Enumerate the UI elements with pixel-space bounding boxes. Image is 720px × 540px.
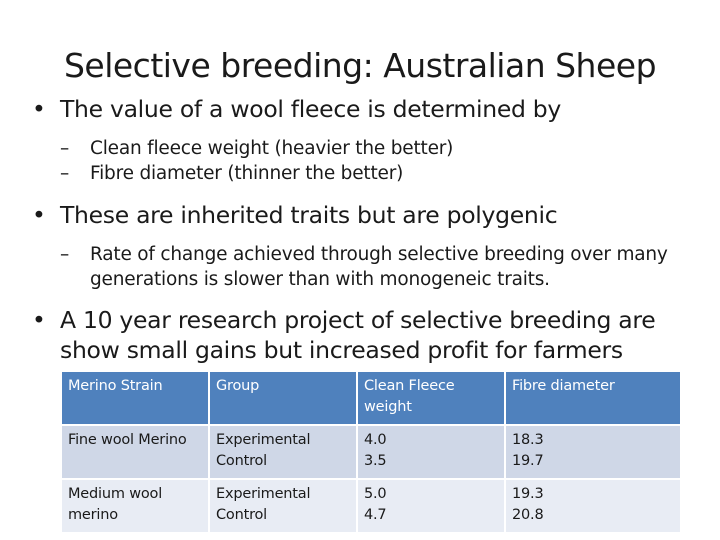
sub-bullet-text: Clean fleece weight (heavier the better) (90, 138, 454, 159)
weight-value: 4.0 (364, 432, 387, 448)
bullet-dot-icon: • (32, 306, 46, 334)
sub-bullet-text: Rate of change achieved through selectiv… (90, 244, 668, 290)
slide-title: Selective breeding: Australian Sheep (63, 46, 657, 85)
bullet-text: The value of a wool fleece is determined… (60, 95, 561, 123)
bullet-dot-icon: • (32, 95, 46, 123)
bullet-item: • The value of a wool fleece is determin… (32, 94, 712, 124)
bullet-item: • These are inherited traits but are pol… (32, 200, 712, 230)
header-merino-strain: Merino Strain (62, 372, 208, 424)
bullet-text: A 10 year research project of selective … (60, 306, 656, 364)
sub-bullet-item: – Fibre diameter (thinner the better) (32, 161, 712, 186)
diameter-value: 20.8 (512, 507, 544, 523)
group-value: Control (216, 507, 268, 523)
cell-strain: Medium wool merino (62, 480, 208, 532)
dash-icon: – (60, 244, 70, 265)
diameter-value: 18.3 (512, 432, 544, 448)
diameter-value: 19.7 (512, 453, 544, 469)
cell-fibre-diameter: 18.3 19.7 (506, 426, 680, 478)
sub-bullet-item: – Clean fleece weight (heavier the bette… (32, 136, 712, 161)
group-value: Experimental (216, 432, 311, 448)
bullet-dot-icon: • (32, 201, 46, 229)
bullet-text: These are inherited traits but are polyg… (60, 201, 558, 229)
header-fibre-diameter: Fibre diameter (506, 372, 680, 424)
table-row: Medium wool merino Experimental Control … (62, 480, 680, 532)
weight-value: 4.7 (364, 507, 387, 523)
group-value: Experimental (216, 486, 311, 502)
breeding-results-table: Merino Strain Group Clean Fleece weight … (60, 370, 682, 534)
sub-bullet-text: Fibre diameter (thinner the better) (90, 163, 404, 184)
cell-clean-fleece-weight: 4.0 3.5 (358, 426, 504, 478)
sub-bullet-item: – Rate of change achieved through select… (32, 242, 712, 292)
weight-value: 5.0 (364, 486, 387, 502)
table-row: Fine wool Merino Experimental Control 4.… (62, 426, 680, 478)
cell-strain: Fine wool Merino (62, 426, 208, 478)
bullet-list: • The value of a wool fleece is determin… (32, 92, 712, 365)
group-value: Control (216, 453, 268, 469)
bullet-item: • A 10 year research project of selectiv… (32, 305, 712, 365)
weight-value: 3.5 (364, 453, 387, 469)
cell-group: Experimental Control (210, 426, 356, 478)
header-clean-fleece-weight: Clean Fleece weight (358, 372, 504, 424)
cell-clean-fleece-weight: 5.0 4.7 (358, 480, 504, 532)
header-group: Group (210, 372, 356, 424)
table-header-row: Merino Strain Group Clean Fleece weight … (62, 372, 680, 424)
diameter-value: 19.3 (512, 486, 544, 502)
cell-group: Experimental Control (210, 480, 356, 532)
dash-icon: – (60, 138, 70, 159)
cell-fibre-diameter: 19.3 20.8 (506, 480, 680, 532)
dash-icon: – (60, 163, 70, 184)
